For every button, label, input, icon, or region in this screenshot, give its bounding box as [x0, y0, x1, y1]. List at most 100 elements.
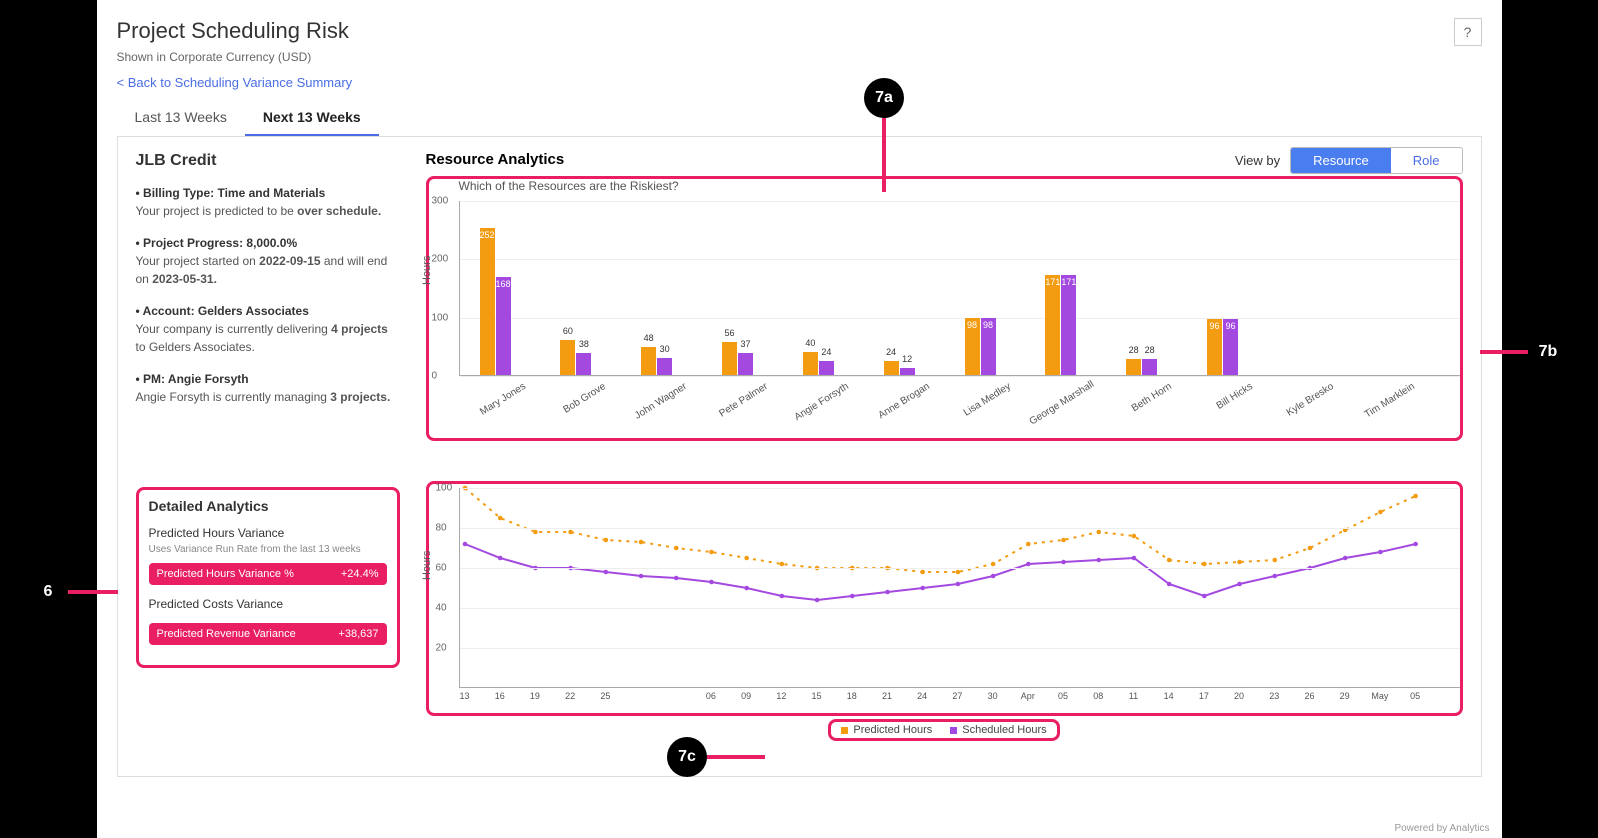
line-x-tick: 21: [882, 691, 892, 701]
bar-scheduled[interactable]: 37: [738, 353, 753, 375]
bar-predicted[interactable]: 98: [965, 318, 980, 375]
help-button[interactable]: ?: [1454, 18, 1482, 46]
line-predicted-point[interactable]: [1307, 546, 1312, 551]
line-predicted-point[interactable]: [1237, 560, 1242, 565]
line-predicted-point[interactable]: [709, 550, 714, 555]
bar-scheduled-value: 98: [983, 320, 993, 330]
line-scheduled-point[interactable]: [462, 542, 467, 547]
line-predicted-point[interactable]: [990, 562, 995, 567]
bar-scheduled[interactable]: 12: [900, 368, 915, 375]
bar-scheduled[interactable]: 38: [576, 353, 591, 375]
back-link[interactable]: < Back to Scheduling Variance Summary: [117, 75, 353, 90]
line-predicted-point[interactable]: [1131, 534, 1136, 539]
bar-x-label: Anne Brogan: [866, 381, 931, 427]
bar-predicted-value: 98: [967, 320, 977, 330]
bar-scheduled[interactable]: 168: [496, 277, 511, 375]
line-scheduled-point[interactable]: [744, 586, 749, 591]
line-scheduled-point[interactable]: [1413, 542, 1418, 547]
bar-chart-subtitle: Which of the Resources are the Riskiest?: [459, 179, 1460, 193]
bar-predicted[interactable]: 56: [722, 342, 737, 375]
progress-head: • Project Progress: 8,000.0%: [136, 234, 400, 252]
line-x-tick: 06: [706, 691, 716, 701]
line-scheduled-point[interactable]: [1378, 550, 1383, 555]
bar-scheduled[interactable]: 96: [1223, 319, 1238, 375]
line-predicted-point[interactable]: [1378, 510, 1383, 515]
bar-predicted[interactable]: 48: [641, 347, 656, 375]
pill1-value: +24.4%: [341, 568, 379, 580]
line-scheduled-point[interactable]: [1131, 556, 1136, 561]
pred-hours-var-pill[interactable]: Predicted Hours Variance % +24.4%: [149, 563, 387, 585]
line-scheduled-point[interactable]: [1237, 582, 1242, 587]
bar-predicted[interactable]: 40: [803, 352, 818, 375]
line-predicted-point[interactable]: [744, 556, 749, 561]
bar-predicted-value: 60: [563, 326, 573, 336]
bar-y-tick: 100: [432, 312, 449, 323]
line-y-tick: 20: [436, 643, 447, 654]
line-scheduled-point[interactable]: [673, 576, 678, 581]
bar-scheduled[interactable]: 28: [1142, 359, 1157, 375]
bar-predicted[interactable]: 96: [1207, 319, 1222, 375]
bar-scheduled[interactable]: 30: [657, 358, 672, 376]
line-scheduled-point[interactable]: [849, 594, 854, 599]
line-scheduled-point[interactable]: [1061, 560, 1066, 565]
bar-predicted[interactable]: 28: [1126, 359, 1141, 375]
bar-predicted[interactable]: 60: [560, 340, 575, 375]
tab-last-13-weeks[interactable]: Last 13 Weeks: [117, 100, 245, 136]
line-predicted-point[interactable]: [603, 538, 608, 543]
project-name: JLB Credit: [136, 152, 400, 170]
line-scheduled-point[interactable]: [814, 598, 819, 603]
line-y-tick: 80: [436, 523, 447, 534]
line-scheduled-point[interactable]: [779, 594, 784, 599]
line-predicted-point[interactable]: [779, 562, 784, 567]
bar-scheduled[interactable]: 24: [819, 361, 834, 375]
line-predicted-point[interactable]: [1166, 558, 1171, 563]
line-scheduled-point[interactable]: [885, 590, 890, 595]
line-scheduled-point[interactable]: [1096, 558, 1101, 563]
line-x-tick: 15: [812, 691, 822, 701]
line-predicted-point[interactable]: [920, 570, 925, 575]
line-scheduled-point[interactable]: [955, 582, 960, 587]
line-scheduled-point[interactable]: [1026, 562, 1031, 567]
pill2-value: +38,637: [338, 628, 378, 640]
bar-predicted-value: 252: [479, 230, 494, 240]
line-x-tick: 23: [1269, 691, 1279, 701]
bar-predicted[interactable]: 24: [884, 361, 899, 375]
bar-scheduled-value: 37: [740, 339, 750, 349]
bar-scheduled[interactable]: 171: [1061, 275, 1076, 375]
line-predicted-point[interactable]: [638, 540, 643, 545]
viewby-role-button[interactable]: Role: [1391, 148, 1462, 173]
pill1-label: Predicted Hours Variance %: [157, 568, 294, 580]
line-scheduled-point[interactable]: [603, 570, 608, 575]
line-predicted-point[interactable]: [1413, 494, 1418, 499]
line-predicted-point[interactable]: [673, 546, 678, 551]
line-scheduled-point[interactable]: [1272, 574, 1277, 579]
line-predicted-point[interactable]: [1272, 558, 1277, 563]
line-predicted-point[interactable]: [1096, 530, 1101, 535]
line-predicted-point[interactable]: [955, 570, 960, 575]
tab-next-13-weeks[interactable]: Next 13 Weeks: [245, 100, 379, 136]
detailed-analytics-panel: Detailed Analytics Predicted Hours Varia…: [136, 487, 400, 668]
line-predicted-point[interactable]: [1026, 542, 1031, 547]
line-scheduled-point[interactable]: [1202, 594, 1207, 599]
pred-hours-var-hint: Uses Variance Run Rate from the last 13 …: [149, 544, 387, 555]
line-scheduled-point[interactable]: [1342, 556, 1347, 561]
bar-predicted[interactable]: 171: [1045, 275, 1060, 375]
bar-scheduled-value: 168: [495, 279, 510, 289]
pred-rev-var-pill[interactable]: Predicted Revenue Variance +38,637: [149, 623, 387, 645]
line-predicted-point[interactable]: [568, 530, 573, 535]
line-scheduled-point[interactable]: [920, 586, 925, 591]
viewby-resource-button[interactable]: Resource: [1291, 148, 1391, 173]
line-scheduled-point[interactable]: [638, 574, 643, 579]
line-predicted-point[interactable]: [1202, 562, 1207, 567]
bar-scheduled[interactable]: 98: [981, 318, 996, 375]
line-scheduled-point[interactable]: [709, 580, 714, 585]
bar-predicted-value: 24: [886, 347, 896, 357]
line-predicted-point[interactable]: [533, 530, 538, 535]
line-predicted-point[interactable]: [1061, 538, 1066, 543]
line-scheduled-point[interactable]: [1166, 582, 1171, 587]
line-predicted-point[interactable]: [497, 516, 502, 521]
line-scheduled-point[interactable]: [497, 556, 502, 561]
line-scheduled-point[interactable]: [990, 574, 995, 579]
bar-predicted[interactable]: 252: [480, 228, 495, 375]
line-x-tick: 29: [1340, 691, 1350, 701]
